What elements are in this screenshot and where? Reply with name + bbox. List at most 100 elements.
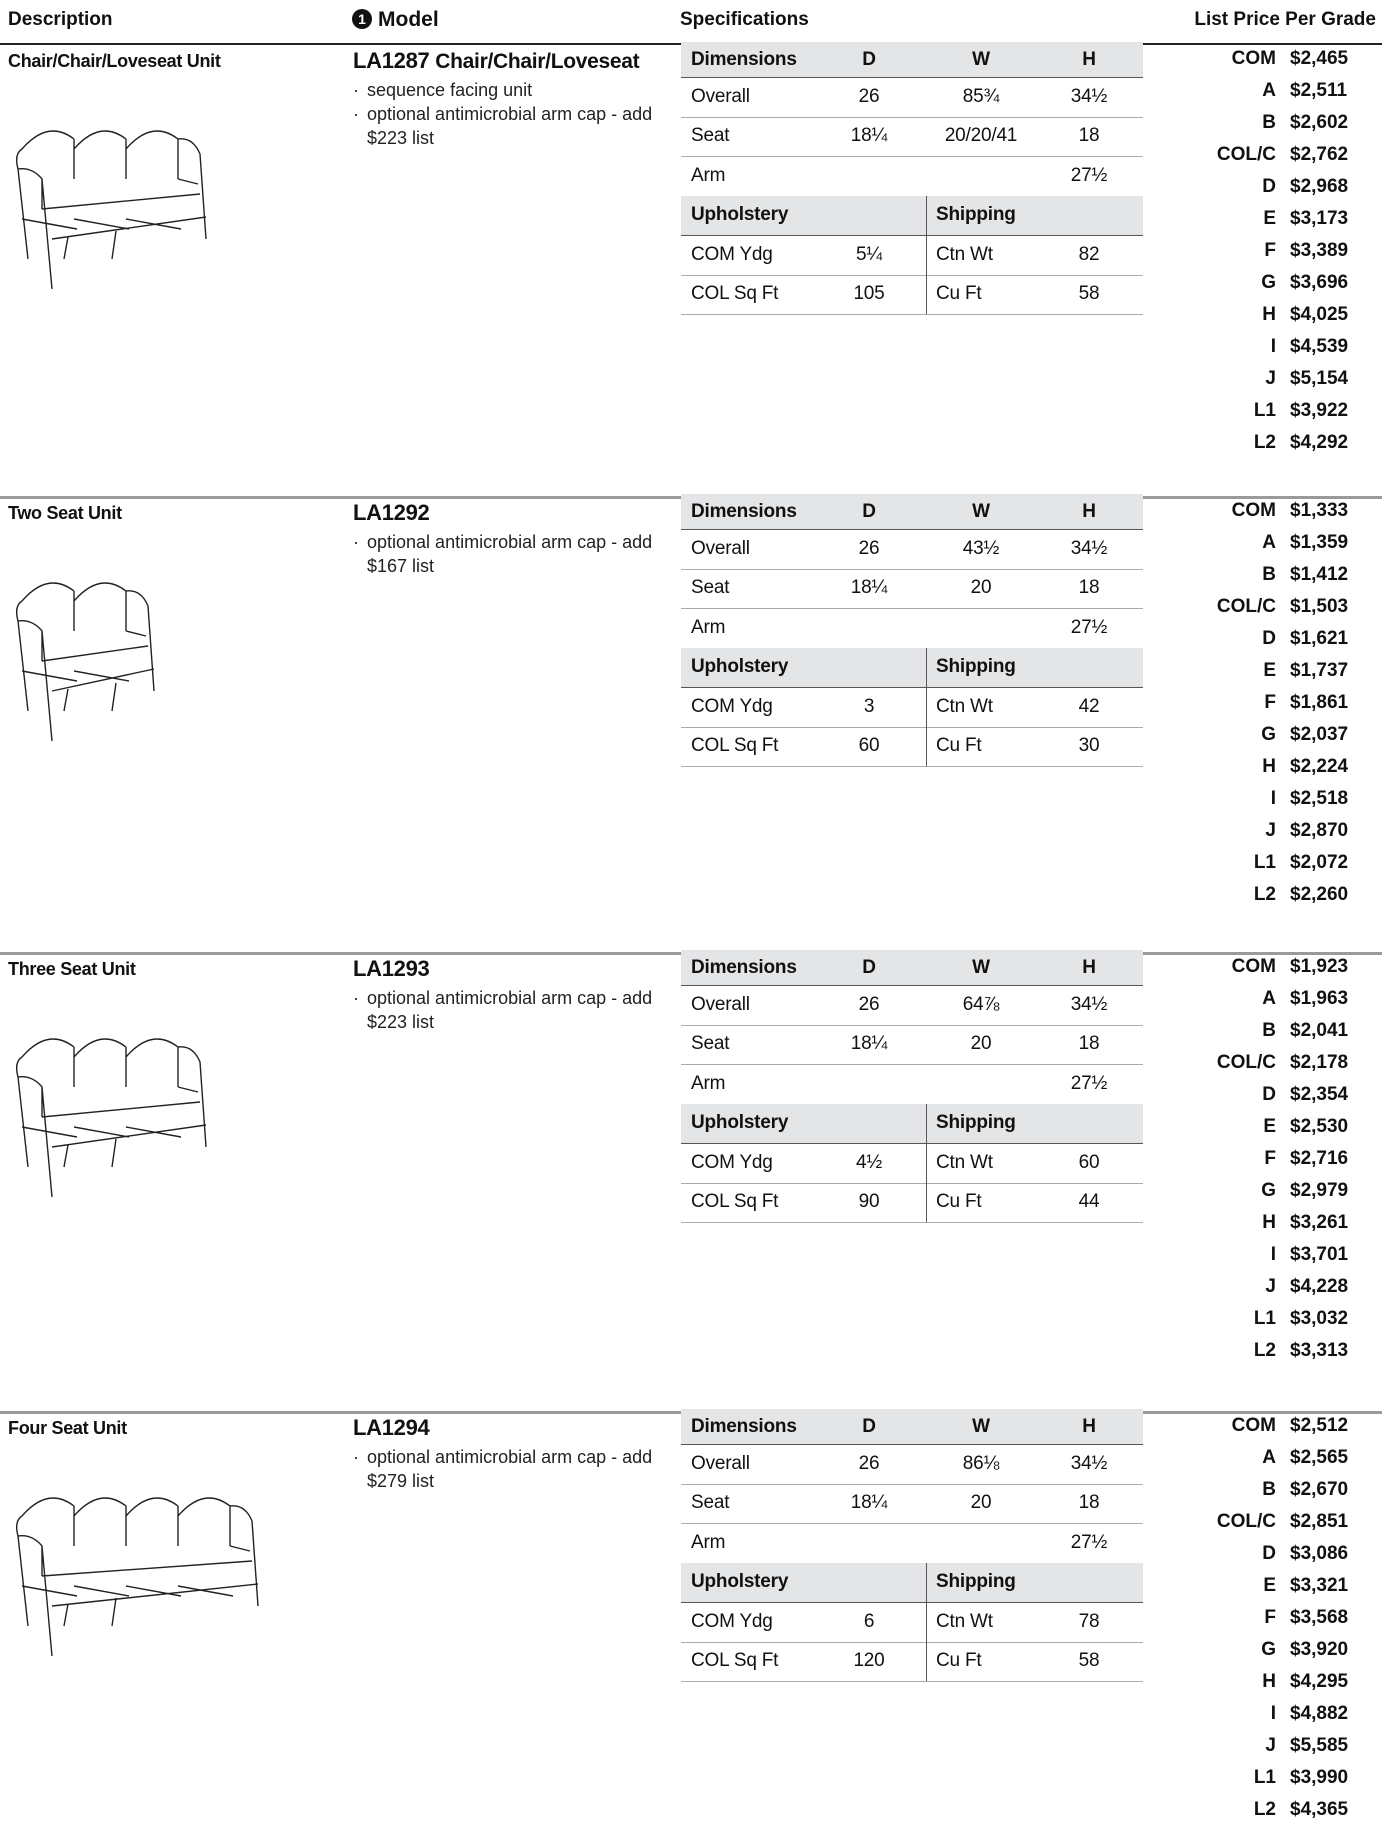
price: $2,670 xyxy=(1290,1479,1349,1500)
table-rule xyxy=(681,608,1143,609)
table-rule xyxy=(681,274,1143,276)
price: $2,041 xyxy=(1290,1020,1349,1041)
table-cell: H xyxy=(1082,48,1096,70)
table-header-bg xyxy=(681,494,1143,529)
grade: I xyxy=(1270,1703,1276,1724)
grade: L2 xyxy=(1253,1799,1276,1820)
table-cell: Cu Ft xyxy=(936,283,982,305)
price: $3,568 xyxy=(1290,1607,1349,1628)
price: $3,313 xyxy=(1290,1340,1349,1361)
price: $5,154 xyxy=(1290,368,1349,389)
table-rule xyxy=(681,1483,1143,1485)
grade: B xyxy=(1262,1020,1276,1041)
table-cell: 26 xyxy=(858,993,880,1015)
table-cell: 90 xyxy=(858,1191,880,1213)
table-cell: COL Sq Ft xyxy=(691,283,779,305)
table-cell: Ctn Wt xyxy=(936,695,993,717)
price: $3,922 xyxy=(1290,400,1349,421)
table-cell: 18¼ xyxy=(850,1033,888,1055)
price: $3,920 xyxy=(1290,1639,1349,1660)
table-cell: 85¾ xyxy=(962,85,1000,107)
table-cell: 42 xyxy=(1078,695,1100,717)
illustration xyxy=(15,1038,207,1198)
price: $2,072 xyxy=(1290,852,1349,873)
table-cell: 34½ xyxy=(1070,85,1108,107)
grade: J xyxy=(1265,1276,1276,1297)
column-header: List Price Per Grade xyxy=(1194,9,1376,30)
table-cell: Upholstery xyxy=(691,1112,789,1134)
column-header-text: Model xyxy=(378,8,439,31)
table-cell: Upholstery xyxy=(691,1571,789,1593)
table-cell: 18 xyxy=(1078,1492,1100,1514)
table-divider xyxy=(926,1103,927,1222)
table-cell: 58 xyxy=(1078,1650,1100,1672)
table-cell: 26 xyxy=(858,85,880,107)
table-header-bg xyxy=(681,195,1143,235)
price: $2,530 xyxy=(1290,1116,1349,1137)
table-cell: Ctn Wt xyxy=(936,1610,993,1632)
table-cell: 60 xyxy=(858,735,880,757)
grade: I xyxy=(1270,336,1276,357)
table-cell: COM Ydg xyxy=(691,695,773,717)
price: $1,333 xyxy=(1290,500,1349,521)
grade: B xyxy=(1262,112,1276,133)
table-rule xyxy=(681,1641,1143,1643)
table-cell: 26 xyxy=(858,537,880,559)
table-cell: Overall xyxy=(691,85,750,107)
grade: J xyxy=(1265,820,1276,841)
table-cell: Seat xyxy=(691,577,730,599)
table-cell: 86⅛ xyxy=(962,1452,1000,1474)
price: $2,851 xyxy=(1290,1511,1349,1532)
grade: COM xyxy=(1231,500,1276,521)
price: $2,224 xyxy=(1290,756,1349,777)
table-cell: Overall xyxy=(691,993,750,1015)
grade: B xyxy=(1262,1479,1276,1500)
price: $3,701 xyxy=(1290,1244,1349,1265)
table-header-bg xyxy=(681,42,1143,77)
table-cell: Seat xyxy=(691,125,730,147)
note: optional antimicrobial arm cap - add $16… xyxy=(353,530,667,578)
table-cell: 18¼ xyxy=(850,577,888,599)
table-rule xyxy=(681,766,1143,767)
grade: A xyxy=(1262,1447,1276,1468)
price: $1,963 xyxy=(1290,988,1349,1009)
table-cell: 78 xyxy=(1078,1610,1100,1632)
table-header-bg xyxy=(681,1409,1143,1444)
table-rule xyxy=(681,235,1143,236)
grade: L2 xyxy=(1253,884,1276,905)
table-cell: 64⅞ xyxy=(962,993,1000,1015)
table-cell: 4½ xyxy=(855,1151,882,1173)
table-divider xyxy=(926,1562,927,1681)
table-cell: COL Sq Ft xyxy=(691,1650,779,1672)
price: $3,696 xyxy=(1290,272,1349,293)
price: $3,990 xyxy=(1290,1767,1349,1788)
table-cell: 18 xyxy=(1078,577,1100,599)
table-cell: H xyxy=(1082,1415,1096,1437)
grade: D xyxy=(1262,176,1276,197)
price: $4,292 xyxy=(1290,432,1349,453)
table-cell: Overall xyxy=(691,537,750,559)
table-rule xyxy=(681,1222,1143,1223)
table-cell: Cu Ft xyxy=(936,735,982,757)
grade: F xyxy=(1264,1148,1276,1169)
price: $2,716 xyxy=(1290,1148,1349,1169)
price: $3,321 xyxy=(1290,1575,1349,1596)
table-cell: 18 xyxy=(1078,125,1100,147)
table-cell: Cu Ft xyxy=(936,1650,982,1672)
note-icon: 1 xyxy=(352,9,372,29)
model-number: LA1294 xyxy=(353,1415,430,1440)
grade: L2 xyxy=(1253,432,1276,453)
illustration-line xyxy=(15,582,155,742)
grade: COL/C xyxy=(1216,1511,1276,1532)
illustration xyxy=(15,1497,259,1657)
note: optional antimicrobial arm cap - add $27… xyxy=(353,1445,667,1493)
model-number: LA1292 xyxy=(353,500,430,525)
table-cell: 20 xyxy=(970,577,992,599)
grade: E xyxy=(1263,1575,1276,1596)
table-divider xyxy=(926,195,927,314)
grade: H xyxy=(1262,304,1276,325)
table-cell: COL Sq Ft xyxy=(691,1191,779,1213)
price: $1,412 xyxy=(1290,564,1349,585)
table-cell: 34½ xyxy=(1070,537,1108,559)
